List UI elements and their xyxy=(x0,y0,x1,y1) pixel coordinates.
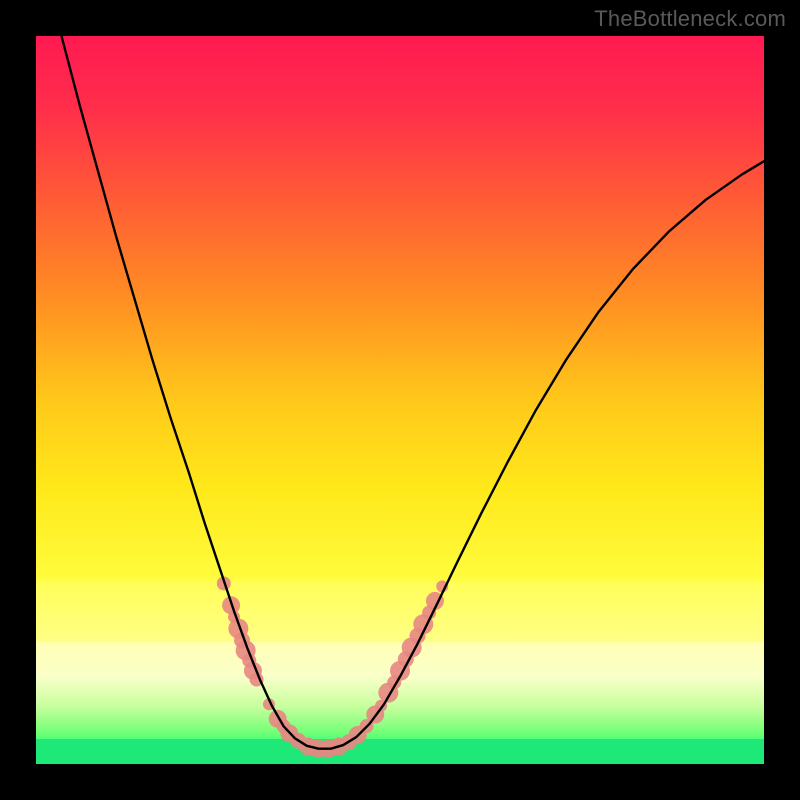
plot-area xyxy=(36,36,764,764)
watermark-text: TheBottleneck.com xyxy=(594,6,786,32)
curve-layer xyxy=(36,36,764,764)
marker-group xyxy=(217,576,448,757)
